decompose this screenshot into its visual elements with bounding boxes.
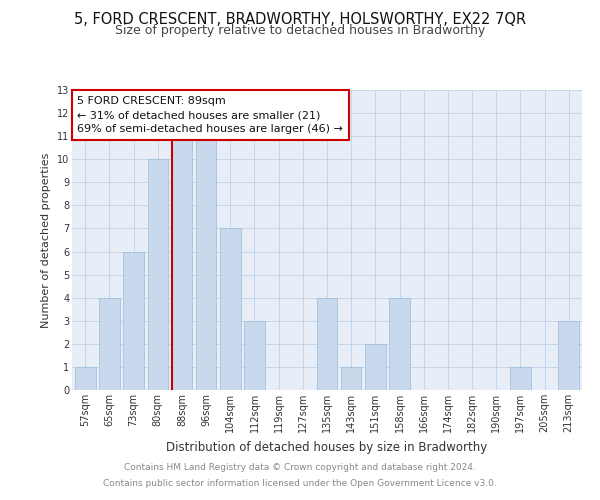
Bar: [124, 252, 144, 390]
Text: 5 FORD CRESCENT: 89sqm
← 31% of detached houses are smaller (21)
69% of semi-det: 5 FORD CRESCENT: 89sqm ← 31% of detached…: [77, 96, 343, 134]
Bar: [172, 136, 192, 390]
Text: Contains HM Land Registry data © Crown copyright and database right 2024.: Contains HM Land Registry data © Crown c…: [124, 464, 476, 472]
Bar: [244, 321, 265, 390]
Bar: [75, 367, 95, 390]
Bar: [148, 159, 168, 390]
Y-axis label: Number of detached properties: Number of detached properties: [41, 152, 51, 328]
Bar: [559, 321, 579, 390]
Text: Distribution of detached houses by size in Bradworthy: Distribution of detached houses by size …: [166, 441, 488, 454]
Text: 5, FORD CRESCENT, BRADWORTHY, HOLSWORTHY, EX22 7QR: 5, FORD CRESCENT, BRADWORTHY, HOLSWORTHY…: [74, 12, 526, 28]
Bar: [365, 344, 386, 390]
Bar: [196, 136, 217, 390]
Bar: [317, 298, 337, 390]
Text: Size of property relative to detached houses in Bradworthy: Size of property relative to detached ho…: [115, 24, 485, 37]
Bar: [99, 298, 120, 390]
Text: Contains public sector information licensed under the Open Government Licence v3: Contains public sector information licen…: [103, 478, 497, 488]
Bar: [341, 367, 361, 390]
Bar: [510, 367, 530, 390]
Bar: [389, 298, 410, 390]
Bar: [220, 228, 241, 390]
